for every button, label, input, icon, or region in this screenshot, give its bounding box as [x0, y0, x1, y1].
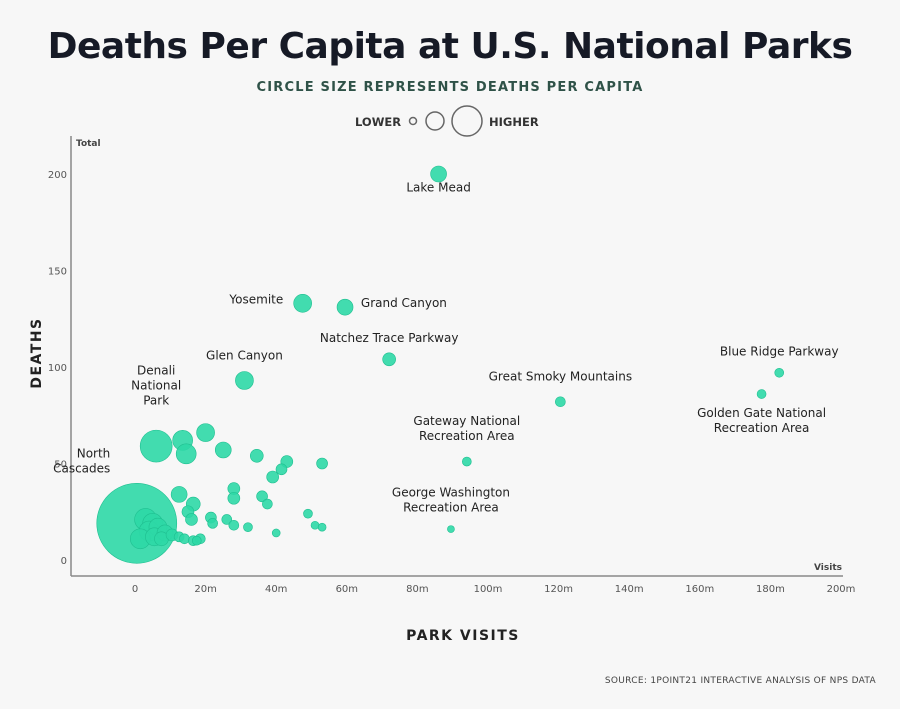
data-point — [382, 352, 396, 367]
point-label-line: Gateway National — [413, 414, 520, 428]
x-axis-title: PARK VISITS — [406, 628, 520, 644]
y-tick-label: 200 — [48, 170, 67, 181]
x-tick-label: 160m — [685, 584, 714, 595]
data-point — [555, 396, 566, 408]
point-label: Grand Canyon — [361, 296, 447, 310]
data-point — [191, 535, 202, 546]
point-label-line: Recreation Area — [419, 429, 515, 443]
x-tick-label: 80m — [406, 584, 428, 595]
data-point — [185, 513, 198, 526]
x-axis-unit-label: Visits — [814, 563, 842, 573]
point-label: Gateway National Recreation Area — [413, 414, 520, 443]
data-point — [235, 371, 254, 390]
point-label-line: Great Smoky Mountains — [489, 370, 632, 384]
point-label-line: Recreation Area — [714, 421, 810, 435]
point-label-line: Recreation Area — [403, 500, 499, 514]
size-legend — [408, 105, 483, 137]
data-point — [310, 520, 320, 530]
x-tick-label: 200m — [827, 584, 856, 595]
x-tick-label: 20m — [194, 584, 216, 595]
data-point — [196, 423, 215, 442]
point-label: Yosemite — [228, 292, 283, 306]
data-point — [275, 463, 288, 476]
data-point — [303, 508, 313, 519]
point-label-line: National — [131, 379, 181, 393]
chart-title: Deaths Per Capita at U.S. National Parks — [47, 26, 853, 67]
point-label-line: Golden Gate National — [697, 406, 826, 420]
data-point — [175, 443, 197, 465]
point-label-line: Lake Mead — [406, 180, 470, 194]
y-axis-unit-label: Total — [76, 139, 101, 149]
data-point — [447, 525, 455, 533]
point-label-line: Grand Canyon — [361, 296, 447, 310]
data-point — [243, 522, 253, 532]
legend-lower-label: LOWER — [355, 115, 402, 129]
point-label-line: Yosemite — [228, 292, 283, 306]
data-point — [207, 518, 218, 529]
y-axis-title: DEATHS — [29, 317, 45, 389]
point-label-line: North — [77, 447, 111, 461]
point-label: Natchez Trace Parkway — [320, 331, 459, 345]
data-point — [271, 528, 281, 538]
data-point — [179, 533, 190, 545]
data-point — [317, 522, 327, 532]
point-label-line: Cascades — [53, 462, 110, 476]
chart-subtitle: CIRCLE SIZE REPRESENTS DEATHS PER CAPITA — [256, 80, 644, 95]
legend-circle-medium — [425, 111, 445, 131]
data-point — [139, 429, 173, 463]
data-point — [221, 514, 233, 525]
data-point — [266, 470, 279, 484]
source-note: SOURCE: 1POINT21 INTERACTIVE ANALYSIS OF… — [604, 676, 876, 686]
x-tick-label: 180m — [756, 584, 785, 595]
data-point — [316, 457, 328, 470]
x-tick-label: 40m — [265, 584, 287, 595]
y-tick-label: 50 — [54, 460, 67, 471]
data-point — [430, 165, 447, 183]
point-label: Blue Ridge Parkway — [720, 344, 839, 358]
data-point — [256, 490, 268, 503]
point-label: Great Smoky Mountains — [489, 370, 632, 384]
point-label: Lake Mead — [406, 180, 470, 194]
point-label: George Washington Recreation Area — [392, 485, 510, 514]
legend-circle-small — [408, 116, 418, 126]
data-point — [227, 491, 241, 505]
point-label: Golden Gate National Recreation Area — [697, 406, 826, 435]
data-point — [756, 389, 767, 399]
x-tick-label: 100m — [474, 584, 503, 595]
point-label-line: Glen Canyon — [206, 348, 283, 362]
x-tick-label: 0 — [132, 584, 138, 595]
y-tick-label: 150 — [48, 267, 67, 278]
data-point — [462, 456, 472, 467]
y-tick-label: 0 — [61, 556, 67, 567]
point-label: Denali National Park — [131, 364, 181, 408]
data-point — [170, 486, 188, 503]
x-tick-label: 140m — [615, 584, 644, 595]
data-point — [214, 441, 232, 459]
legend-circle-large — [451, 105, 483, 137]
data-point — [774, 367, 785, 378]
data-point — [336, 298, 354, 316]
data-point — [293, 294, 312, 313]
data-point — [262, 498, 273, 510]
x-tick-label: 60m — [336, 584, 358, 595]
x-tick-label: 120m — [544, 584, 573, 595]
data-point — [228, 519, 240, 531]
point-label-line: Park — [143, 394, 169, 408]
point-label-line: Blue Ridge Parkway — [720, 344, 839, 358]
point-label: Glen Canyon — [206, 348, 283, 362]
point-label: North Cascades — [53, 447, 110, 476]
y-tick-label: 100 — [48, 363, 67, 374]
legend-higher-label: HIGHER — [489, 115, 539, 129]
point-label-line: George Washington — [392, 485, 510, 499]
point-label-line: Natchez Trace Parkway — [320, 331, 459, 345]
data-point — [249, 448, 264, 463]
point-label-line: Denali — [137, 364, 175, 378]
